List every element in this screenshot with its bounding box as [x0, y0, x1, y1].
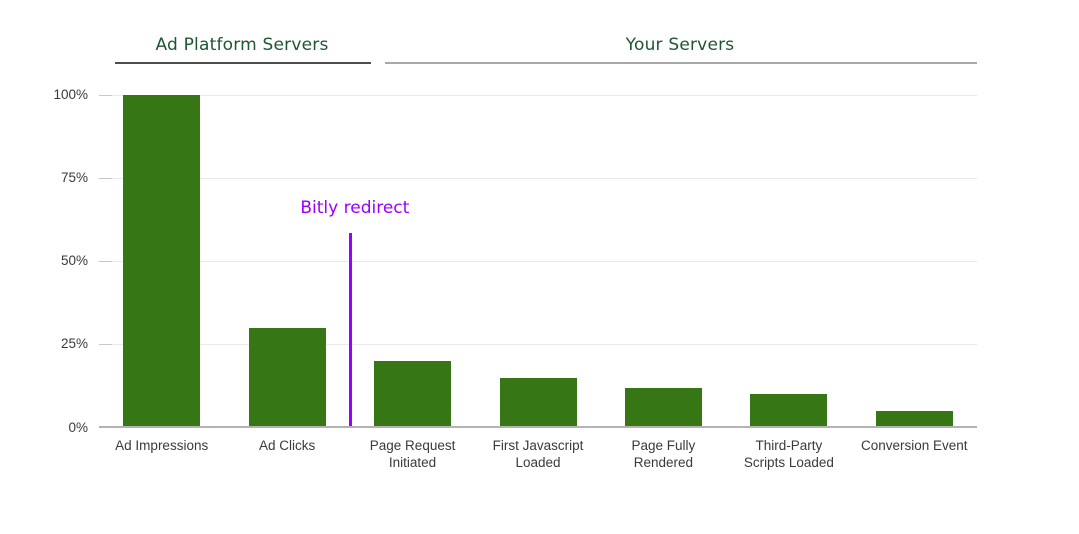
x-axis-label: Ad Impressions [115, 438, 209, 453]
y-axis-label-25%: 25% [60, 336, 88, 352]
y-axis-label-0%: 0% [68, 419, 88, 435]
annotation-bitly-redirect-label: Bitly redirect [300, 198, 410, 218]
gridline-100% [99, 95, 977, 96]
annotation-bitly-redirect-line [349, 232, 353, 427]
gridline-50% [99, 261, 977, 263]
x-axis-label: Third-Party Scripts Loaded [743, 438, 834, 470]
x-axis-label: Page Request Initiated [369, 438, 456, 470]
bar-page-fully [624, 387, 702, 428]
section-underline-your-servers [385, 62, 977, 64]
gridline-25% [99, 344, 977, 346]
bar-conversion-event [875, 410, 953, 428]
x-axis-label: First Javascript Loaded [492, 438, 584, 470]
bar-page-request [374, 361, 452, 428]
section-title-ad-platform-servers: Ad Platform Servers [155, 35, 329, 55]
y-axis-label-100%: 100% [53, 87, 88, 102]
section-title-your-servers: Your Servers [625, 35, 735, 55]
x-axis-baseline [99, 426, 977, 428]
y-axis-label-75%: 75% [60, 170, 88, 186]
bar-ad-clicks [248, 327, 326, 428]
bar-ad-impressions [123, 95, 201, 428]
section-underline-ad-platform-servers [115, 62, 371, 64]
x-axis-label: Page Fully Rendered [631, 438, 696, 470]
x-axis-label: Ad Clicks [259, 438, 316, 453]
x-axis-label: Conversion Event [861, 438, 968, 453]
gridline-75% [99, 178, 977, 180]
y-axis-label-50%: 50% [60, 253, 88, 269]
bar-first-javascript [499, 377, 577, 428]
bar-third-party [750, 394, 828, 428]
